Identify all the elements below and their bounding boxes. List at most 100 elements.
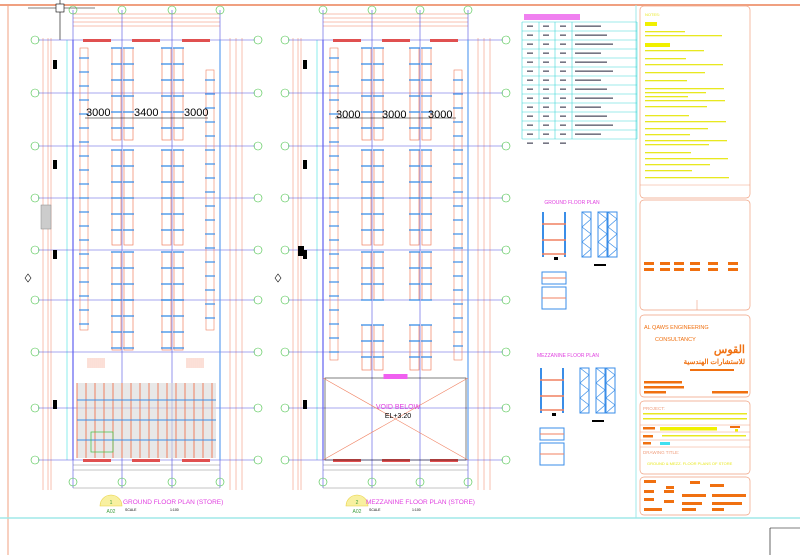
grid-bubble [253, 35, 263, 45]
grid-bubble [463, 477, 473, 487]
note-line [645, 115, 689, 117]
company-box [639, 314, 751, 398]
table-cell-text [527, 52, 533, 54]
table-cell-text [527, 124, 533, 126]
storage-rack [123, 251, 134, 301]
note-line [645, 88, 724, 90]
table-cell-text [527, 106, 533, 108]
detail-mezzanine-title: MEZZANINE FLOOR PLAN [537, 353, 599, 359]
revision-field [708, 262, 718, 265]
table-cell-text [575, 61, 607, 63]
sheet-field [712, 502, 742, 505]
dimension-text: 3000 [184, 107, 208, 119]
upright [540, 368, 542, 413]
storage-rack [173, 299, 184, 351]
grid-bubble [117, 5, 127, 15]
company-name-ar-1: القوس [714, 344, 745, 356]
grid-bubble [501, 88, 511, 98]
note-line [645, 35, 722, 37]
company-name-ar-2: للاستشارات الهندسية [684, 358, 745, 366]
table-cell-text [527, 61, 533, 63]
hatched-storage-area [76, 383, 216, 458]
table-cell-text [560, 25, 566, 27]
door-tag [53, 400, 57, 409]
table-cell-text [543, 106, 549, 108]
table-cell-text [527, 133, 533, 135]
grid-bubble [280, 347, 290, 357]
door-tag [303, 60, 307, 69]
sheet-info-box [639, 476, 751, 516]
note-line [645, 158, 728, 160]
table-cell-text [575, 34, 607, 36]
section-marker [24, 273, 32, 283]
table-cell-text [575, 124, 613, 126]
storage-rack [361, 47, 372, 141]
revision-field [728, 262, 738, 265]
frame-elevation [605, 367, 616, 414]
window [430, 39, 458, 42]
grid-bubble [167, 5, 177, 15]
storage-rack [421, 251, 432, 301]
table-cell-text [560, 106, 566, 108]
door-tag [303, 400, 307, 409]
sheet-field [712, 494, 746, 497]
void-tag [383, 374, 408, 379]
grid-bubble [68, 477, 78, 487]
void-level-label: EL+3.20 [385, 413, 411, 420]
storage-rack [409, 324, 420, 371]
scale-label: SCALE [369, 508, 381, 512]
notes-lines [640, 22, 750, 271]
sheet-field [644, 490, 654, 493]
bracing [605, 397, 616, 414]
cursor-pickbox [55, 3, 65, 13]
table-cell-text [543, 34, 549, 36]
note-line [645, 134, 690, 136]
note-line [645, 31, 685, 33]
grid-bubble [280, 141, 290, 151]
side-rack [453, 69, 463, 361]
grid-bubble [501, 245, 511, 255]
table-cell-text [527, 115, 533, 117]
frame-elevation [607, 211, 618, 258]
ref-sheet: A02 [107, 509, 116, 515]
grid-bubble [30, 245, 40, 255]
grid-bubble [463, 5, 473, 15]
grid-bubble [367, 477, 377, 487]
storage-rack [123, 47, 134, 141]
table-cell-text [527, 142, 533, 144]
grid-bubble [117, 477, 127, 487]
door-tag [303, 250, 307, 259]
table-cell-text [560, 124, 566, 126]
door-tag [53, 250, 57, 259]
dimension-text: 3000 [428, 109, 452, 121]
ref-sheet: A02 [353, 509, 362, 515]
side-rack [79, 47, 89, 331]
revision-box [639, 199, 751, 311]
table-cell-text [543, 43, 549, 45]
ground-floor-plan [24, 5, 263, 490]
frame-elevation [595, 367, 606, 414]
grid-bubble [280, 193, 290, 203]
storage-rack [111, 299, 122, 351]
table-cell-text [560, 88, 566, 90]
table-cell-text [543, 52, 549, 54]
drawing-title: GROUND & MEZZ. FLOOR PLANS OF STORE [647, 461, 733, 466]
bracing [581, 211, 592, 228]
grid-bubble [215, 477, 225, 487]
grid-bubble [501, 141, 511, 151]
upright [564, 212, 566, 257]
table-cell-text [543, 124, 549, 126]
grid-bubble [167, 477, 177, 487]
project-box [639, 400, 751, 475]
table-cell-text [543, 115, 549, 117]
storage-rack [161, 251, 172, 301]
grid-bubble [30, 347, 40, 357]
table-cell-text [560, 70, 566, 72]
note-line [645, 72, 705, 74]
sheet-field [644, 498, 654, 501]
table-cell-text [560, 142, 566, 144]
grid-bubble [501, 35, 511, 45]
note-line [645, 121, 726, 123]
table-cell-text [575, 52, 601, 54]
